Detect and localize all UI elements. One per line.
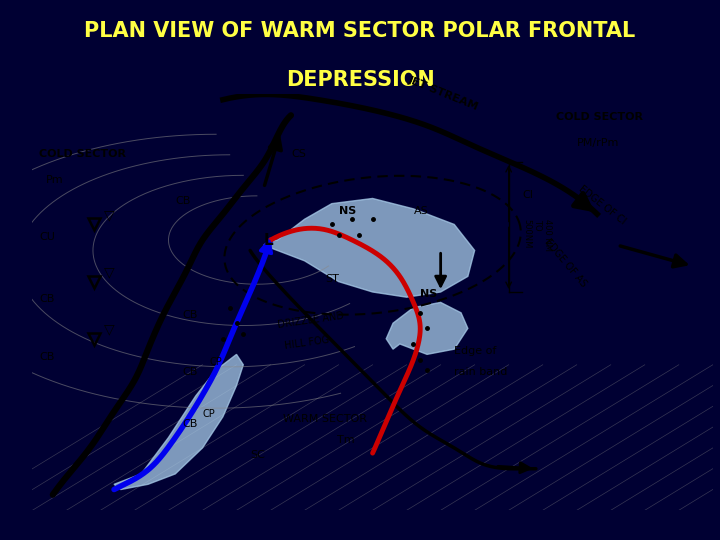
Polygon shape xyxy=(386,302,468,354)
Text: L: L xyxy=(264,233,274,248)
Text: Tm: Tm xyxy=(336,435,354,445)
Text: CP: CP xyxy=(202,409,215,419)
Text: HILL FOG: HILL FOG xyxy=(284,335,330,351)
Text: 400 NM
TO
500NM: 400 NM TO 500NM xyxy=(522,219,552,251)
Text: EDGE OF AS: EDGE OF AS xyxy=(543,237,589,289)
Text: CB: CB xyxy=(182,419,197,429)
Polygon shape xyxy=(114,354,243,489)
Text: PM/rPm: PM/rPm xyxy=(577,138,619,149)
Text: CB: CB xyxy=(39,352,55,362)
Text: SC: SC xyxy=(250,450,265,460)
Text: WARM SECTOR: WARM SECTOR xyxy=(283,414,367,424)
Text: EDGE OF CI: EDGE OF CI xyxy=(577,184,627,226)
Text: CU: CU xyxy=(39,232,55,242)
Text: Pm: Pm xyxy=(46,175,63,185)
Text: CS: CS xyxy=(291,149,306,159)
Text: Edge of: Edge of xyxy=(454,346,497,356)
Text: AS: AS xyxy=(413,206,428,216)
Text: ▽: ▽ xyxy=(104,266,114,279)
Text: CB: CB xyxy=(182,310,197,320)
Text: COLD SECTOR: COLD SECTOR xyxy=(557,112,643,123)
Text: CB: CB xyxy=(39,294,55,305)
Text: DEPRESSION: DEPRESSION xyxy=(286,70,434,90)
Polygon shape xyxy=(264,198,474,297)
Text: DRIZZLE AND: DRIZZLE AND xyxy=(277,311,345,330)
Text: NS: NS xyxy=(420,289,438,299)
Text: CP: CP xyxy=(210,357,222,367)
Text: ▽: ▽ xyxy=(104,208,114,222)
Text: COLD SECTOR: COLD SECTOR xyxy=(39,149,126,159)
Text: ST: ST xyxy=(325,274,339,284)
Text: CB: CB xyxy=(182,367,197,377)
Text: NS: NS xyxy=(338,206,356,216)
Text: CI: CI xyxy=(522,191,534,200)
Text: CB: CB xyxy=(175,195,191,206)
Text: JET STREAM: JET STREAM xyxy=(407,75,480,112)
Text: rain band: rain band xyxy=(454,367,508,377)
Text: ▽: ▽ xyxy=(104,322,114,336)
Text: PLAN VIEW OF WARM SECTOR POLAR FRONTAL: PLAN VIEW OF WARM SECTOR POLAR FRONTAL xyxy=(84,21,636,41)
